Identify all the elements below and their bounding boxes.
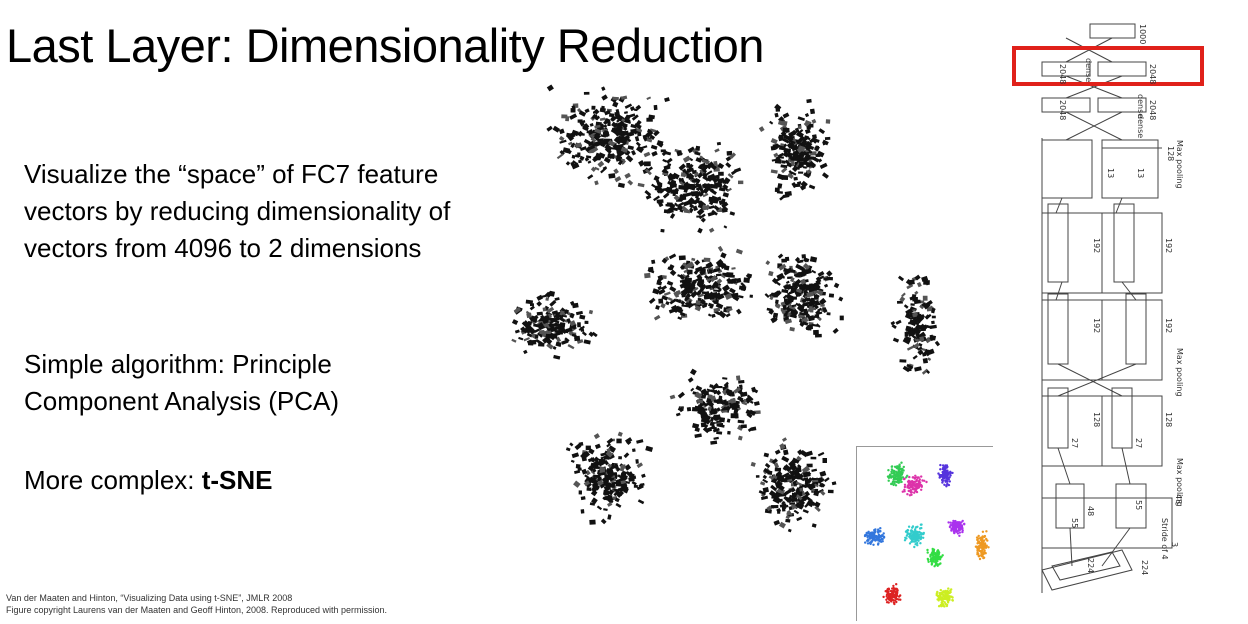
label-192-b: 192: [1164, 238, 1173, 253]
label-dense-mid: dense: [1136, 94, 1145, 118]
label-27-a: 27: [1070, 438, 1079, 448]
conv3-outer-top: [1041, 299, 1103, 381]
citation-line-1: Van der Maaten and Hinton, “Visualizing …: [6, 593, 293, 603]
input-image-plane: [1041, 549, 1133, 591]
conv1-outer: [1041, 497, 1173, 549]
conv3-box-b: [1125, 293, 1147, 365]
label-2048-b: 2048: [1148, 64, 1157, 84]
label-128-b: 128: [1164, 412, 1173, 427]
label-3: 3: [1170, 542, 1179, 547]
label-55-a: 55: [1070, 518, 1079, 528]
inset-cluster: [886, 461, 909, 487]
inset-cluster: [882, 583, 902, 606]
tsne-colored-clusters-inset: [856, 446, 993, 621]
architecture-shapes: [1041, 23, 1173, 593]
paragraph-fc7-visualization: Visualize the “space” of FC7 feature vec…: [24, 159, 451, 263]
inset-cluster: [926, 547, 944, 568]
label-2048-c: 2048: [1058, 100, 1067, 120]
inset-cluster: [863, 527, 886, 546]
label-27-b: 27: [1134, 438, 1143, 448]
inset-cluster: [901, 474, 928, 497]
label-192-d: 192: [1164, 318, 1173, 333]
citation-line-2: Figure copyright Laurens van der Maaten …: [6, 605, 388, 615]
label-55-b: 55: [1134, 500, 1143, 510]
conv2-outer-bottom: [1101, 395, 1163, 467]
conv5-box-bottom: [1101, 139, 1159, 199]
tsne-cluster: [750, 437, 837, 533]
label-max-pooling-low: Max pooling: [1175, 458, 1184, 507]
label-13-b: 13: [1136, 168, 1145, 178]
tsne-cluster: [758, 98, 831, 201]
conv4-box-a: [1047, 203, 1069, 283]
inset-cluster: [947, 519, 966, 537]
paragraph-tsne: More complex: t-SNE: [24, 462, 464, 499]
conv3-outer-bottom: [1101, 299, 1163, 381]
tsne-cluster: [764, 253, 844, 338]
slide-title: Last Layer: Dimensionality Reduction: [6, 19, 764, 72]
citation: Van der Maaten and Hinton, “Visualizing …: [6, 592, 387, 616]
conv3-box-a: [1047, 293, 1069, 365]
label-224-a: 224: [1086, 558, 1095, 573]
conv1-box-bottom: [1115, 483, 1147, 529]
tsne-cluster: [669, 368, 761, 445]
inset-cluster: [935, 587, 954, 608]
label-max-pooling-top: Max pooling: [1175, 140, 1184, 189]
highlight-box-fc7: [1012, 46, 1204, 86]
label-max-pooling-mid: Max pooling: [1175, 348, 1184, 397]
conv5-box-top: [1041, 139, 1093, 199]
conv2-box-a: [1047, 387, 1069, 449]
tsne-cluster: [637, 141, 744, 234]
label-128-top: 128: [1166, 146, 1175, 161]
conv2-outer-top: [1041, 395, 1103, 467]
label-stride: Stride of 4: [1160, 518, 1169, 560]
label-128-a: 128: [1092, 412, 1101, 427]
tsne-cluster: [511, 290, 598, 360]
tsne-cluster: [546, 84, 670, 188]
label-1000: 1000: [1138, 24, 1147, 44]
label-224-b: 224: [1140, 560, 1149, 575]
label-2048-d: 2048: [1148, 100, 1157, 120]
label-2048-a: 2048: [1058, 64, 1067, 84]
tsne-term: t-SNE: [201, 465, 273, 495]
label-dense-low: dense: [1136, 114, 1145, 138]
conv2-box-b: [1111, 387, 1133, 449]
tsne-cluster: [644, 245, 753, 321]
label-48-b: 48: [1174, 494, 1183, 504]
label-dense-top: dense: [1084, 58, 1093, 82]
fc7-box-bottom: [1097, 61, 1147, 77]
tsne-prefix: More complex:: [24, 465, 202, 495]
label-192-c: 192: [1092, 318, 1101, 333]
inset-cluster: [903, 523, 925, 549]
paragraph-pca: Simple algorithm: Principle Component An…: [24, 349, 340, 416]
label-13-a: 13: [1106, 168, 1115, 178]
conv4-outer-bottom: [1101, 212, 1163, 294]
tsne-cluster: [890, 274, 941, 375]
label-48-a: 48: [1086, 506, 1095, 516]
conv4-box-b: [1113, 203, 1135, 283]
label-192-a: 192: [1092, 238, 1101, 253]
output-layer-box: [1089, 23, 1136, 39]
inset-cluster: [937, 463, 954, 488]
tsne-embedding-figure: [511, 84, 941, 533]
cnn-architecture-diagram: dense 1000 2048 2048 2048 2048 dense den…: [1012, 23, 1204, 593]
tsne-cluster: [565, 431, 654, 525]
inset-cluster: [974, 530, 990, 561]
